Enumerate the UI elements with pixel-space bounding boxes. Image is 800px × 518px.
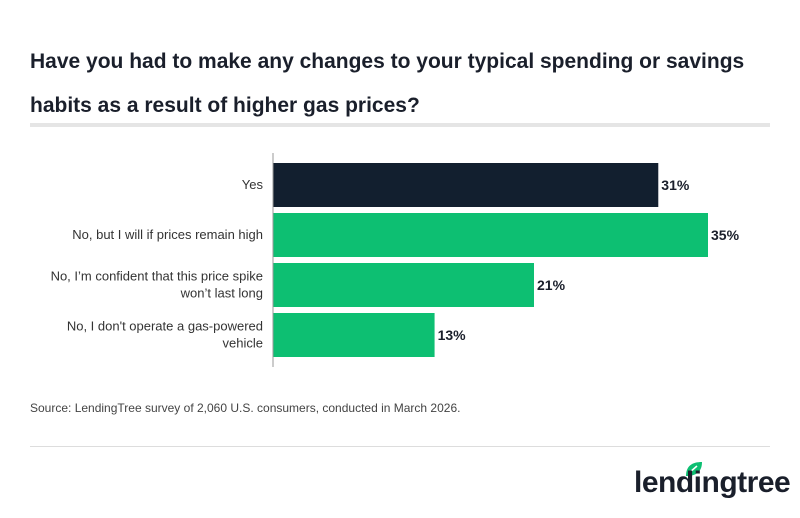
bar-chart: 31% Yes 35% No, but I will if prices remain…	[51, 153, 740, 367]
lendingtree-logo: lendingtree	[634, 462, 791, 499]
bar	[273, 213, 708, 257]
chart-title: Have you had to make any changes to your…	[30, 50, 745, 117]
category-label: No, I’m confident that this price spike w…	[51, 269, 263, 301]
bar	[273, 163, 659, 207]
data-label: 35%	[711, 227, 740, 243]
category-label: No, I don't operate a gas-powered vehicle	[67, 319, 263, 351]
category-label: No, but I will if prices remain high	[72, 227, 263, 242]
leaf-icon	[686, 462, 702, 476]
data-label: 13%	[438, 327, 467, 343]
data-label: 31%	[661, 177, 690, 193]
title-divider	[30, 123, 770, 127]
source-note: Source: LendingTree survey of 2,060 U.S.…	[30, 401, 461, 415]
category-label: Yes	[242, 177, 264, 192]
footer-divider	[30, 446, 770, 447]
data-label: 21%	[537, 277, 566, 293]
bar	[273, 263, 534, 307]
bar	[273, 313, 435, 357]
